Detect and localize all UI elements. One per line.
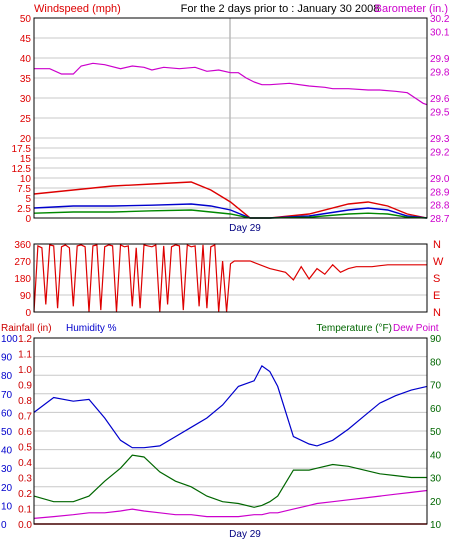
tick-label-barometer: 28.8 bbox=[430, 201, 450, 212]
tick-label-rainfall: 0.0 bbox=[18, 520, 32, 531]
tick-label-rainfall: 0.3 bbox=[18, 474, 32, 485]
tick-label-rainfall: 0.2 bbox=[18, 489, 32, 500]
tick-label-temperature: 60 bbox=[430, 404, 442, 415]
tick-label-windspeed: 12.5 bbox=[12, 164, 32, 175]
x-label-day: Day 29 bbox=[229, 223, 261, 234]
tick-label-rainfall: 0.5 bbox=[18, 443, 32, 454]
tick-label-rainfall: 0.7 bbox=[18, 412, 32, 423]
tick-label-barometer: 29.6 bbox=[430, 94, 450, 105]
tick-label-direction: 270 bbox=[14, 257, 31, 268]
tick-label-compass: E bbox=[433, 290, 440, 302]
tick-label-rainfall: 0.4 bbox=[18, 458, 32, 469]
tick-label-temperature: 30 bbox=[430, 474, 442, 485]
tick-label-windspeed: 10 bbox=[20, 174, 32, 185]
tick-label-humidity: 20 bbox=[1, 483, 13, 494]
tick-label-compass: N bbox=[433, 239, 441, 251]
tick-label-humidity: 30 bbox=[1, 464, 13, 475]
tick-label-compass: W bbox=[433, 256, 444, 268]
tick-label-humidity: 40 bbox=[1, 446, 13, 457]
legend-temperature: Temperature (°F) bbox=[316, 323, 392, 334]
tick-label-temperature: 20 bbox=[430, 497, 442, 508]
tick-label-direction: 360 bbox=[14, 240, 31, 251]
plot-frame-3 bbox=[33, 337, 428, 525]
tick-label-barometer: 29.8 bbox=[430, 67, 450, 78]
tick-label-direction: 90 bbox=[20, 291, 32, 302]
header: Windspeed (mph) For the 2 days prior to … bbox=[34, 3, 448, 15]
tick-label-direction: 0 bbox=[25, 308, 31, 319]
tick-label-humidity: 50 bbox=[1, 427, 13, 438]
tick-label-rainfall: 1.0 bbox=[18, 365, 32, 376]
tick-label-barometer: 29.5 bbox=[430, 107, 450, 118]
tick-label-windspeed: 17.5 bbox=[12, 144, 32, 155]
tick-label-rainfall: 0.8 bbox=[18, 396, 32, 407]
tick-label-barometer: 28.7 bbox=[430, 214, 450, 225]
tick-label-rainfall: 0.9 bbox=[18, 381, 32, 392]
tick-label-temperature: 80 bbox=[430, 357, 442, 368]
tick-label-humidity: 60 bbox=[1, 408, 13, 419]
y-label-rainfall: Rainfall (in) bbox=[1, 323, 52, 334]
tick-label-barometer: 29.3 bbox=[430, 134, 450, 145]
tick-label-windspeed: 20 bbox=[20, 134, 32, 145]
wind-direction-panel: 0 N 90 E 180 S 270 W 360 N bbox=[14, 239, 444, 319]
tick-label-windspeed: 2.5 bbox=[17, 204, 31, 215]
tick-label-compass: S bbox=[433, 273, 440, 285]
tick-label-temperature: 50 bbox=[430, 427, 442, 438]
tick-label-temperature: 90 bbox=[430, 334, 442, 345]
tick-label-barometer: 29.2 bbox=[430, 147, 450, 158]
tick-label-barometer: 29.9 bbox=[430, 54, 450, 65]
tick-label-temperature: 40 bbox=[430, 450, 442, 461]
tick-label-windspeed: 50 bbox=[20, 14, 32, 25]
tick-label-barometer: 29.0 bbox=[430, 174, 450, 185]
tick-label-humidity: 90 bbox=[1, 353, 13, 364]
tick-label-windspeed: 30 bbox=[20, 94, 32, 105]
tick-label-windspeed: 5 bbox=[25, 194, 31, 205]
tick-label-compass: N bbox=[433, 307, 441, 319]
tick-label-humidity: 0 bbox=[1, 520, 7, 531]
tick-label-windspeed: 7.5 bbox=[17, 184, 31, 195]
humidity-temperature-panel: Rainfall (in) Humidity % Temperature (°F) D… bbox=[1, 323, 442, 540]
tick-label-humidity: 70 bbox=[1, 390, 13, 401]
x-label-day-bottom: Day 29 bbox=[229, 529, 261, 540]
tick-label-windspeed: 25 bbox=[20, 114, 32, 125]
tick-label-windspeed: 35 bbox=[20, 74, 32, 85]
tick-label-barometer: 30.1 bbox=[430, 27, 450, 38]
tick-label-direction: 180 bbox=[14, 274, 31, 285]
series-wind-direction bbox=[33, 243, 427, 313]
tick-label-windspeed: 45 bbox=[20, 34, 32, 45]
tick-label-humidity: 10 bbox=[1, 501, 13, 512]
tick-label-windspeed: 40 bbox=[20, 54, 32, 65]
series-humidity bbox=[33, 365, 428, 449]
tick-label-rainfall: 0.1 bbox=[18, 505, 32, 516]
header-left: Windspeed (mph) bbox=[34, 3, 121, 15]
tick-label-barometer: 30.2 bbox=[430, 14, 450, 25]
plot-frame-1 bbox=[33, 17, 428, 219]
tick-label-temperature: 70 bbox=[430, 381, 442, 392]
header-right: Barometer (in.) bbox=[375, 3, 448, 15]
plot-frame-2 bbox=[33, 243, 428, 313]
legend-dewpoint: Dew Point bbox=[393, 323, 439, 334]
tick-label-humidity: 80 bbox=[1, 371, 13, 382]
tick-label-rainfall: 1.2 bbox=[18, 334, 32, 345]
tick-label-humidity: 100 bbox=[1, 334, 18, 345]
tick-label-temperature: 10 bbox=[430, 520, 442, 531]
series-dewpoint bbox=[33, 489, 428, 519]
tick-label-rainfall: 1.1 bbox=[18, 350, 32, 361]
series-temperature bbox=[33, 454, 427, 508]
tick-label-rainfall: 0.6 bbox=[18, 427, 32, 438]
tick-label-barometer: 28.9 bbox=[430, 187, 450, 198]
series-barometer-in- bbox=[34, 62, 428, 106]
tick-label-windspeed: 15 bbox=[20, 154, 32, 165]
y-label-humidity: Humidity % bbox=[66, 323, 117, 334]
tick-label-windspeed: 0 bbox=[25, 214, 31, 225]
header-center: For the 2 days prior to : January 30 200… bbox=[181, 3, 380, 15]
